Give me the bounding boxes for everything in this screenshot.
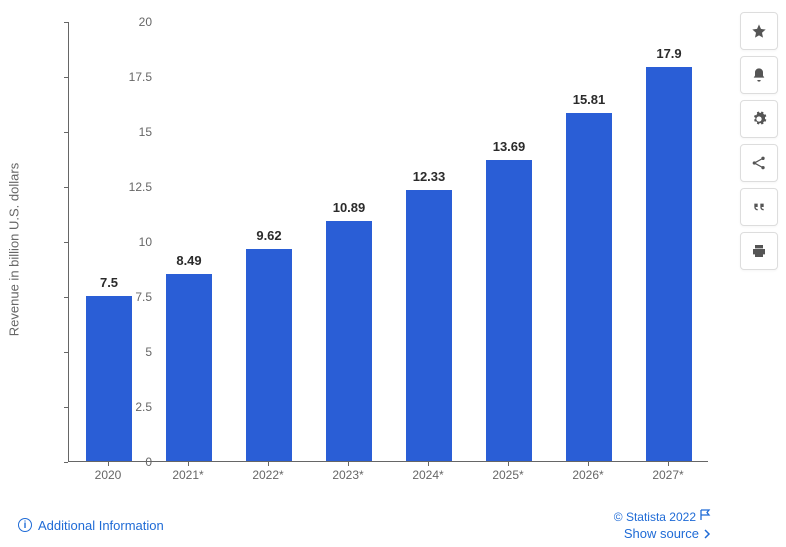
plot-region: 7.5 8.49 9.62 10.89 12.33 13.69 15.81 17.9 bbox=[68, 22, 708, 462]
bar[interactable] bbox=[166, 274, 212, 461]
bar-value-label: 10.89 bbox=[333, 200, 366, 215]
x-tick-label: 2023* bbox=[332, 468, 363, 482]
x-tick-mark bbox=[428, 462, 429, 466]
x-tick-mark bbox=[668, 462, 669, 466]
bar[interactable] bbox=[486, 160, 532, 461]
bar[interactable] bbox=[246, 249, 292, 461]
show-source-link[interactable]: Show source bbox=[624, 526, 712, 541]
favorite-button[interactable] bbox=[740, 12, 778, 50]
x-tick-mark bbox=[508, 462, 509, 466]
bar-value-label: 12.33 bbox=[413, 169, 446, 184]
bar[interactable] bbox=[86, 296, 132, 461]
action-sidebar bbox=[740, 12, 778, 270]
x-tick-label: 2021* bbox=[172, 468, 203, 482]
additional-info-label: Additional Information bbox=[38, 518, 164, 533]
cite-button[interactable] bbox=[740, 188, 778, 226]
x-tick-mark bbox=[348, 462, 349, 466]
share-button[interactable] bbox=[740, 144, 778, 182]
chart-plot-area: 7.5 8.49 9.62 10.89 12.33 13.69 15.81 17.9 bbox=[68, 22, 708, 462]
x-tick-mark bbox=[268, 462, 269, 466]
bell-icon bbox=[751, 67, 767, 83]
bar-value-label: 7.5 bbox=[100, 275, 118, 290]
y-axis-label: Revenue in billion U.S. dollars bbox=[7, 163, 22, 336]
footer-right: © Statista 2022 Show source bbox=[614, 509, 712, 541]
print-button[interactable] bbox=[740, 232, 778, 270]
share-icon bbox=[751, 155, 767, 171]
star-icon bbox=[751, 23, 767, 39]
notify-button[interactable] bbox=[740, 56, 778, 94]
print-icon bbox=[751, 243, 767, 259]
show-source-label: Show source bbox=[624, 526, 699, 541]
chart-footer: i Additional Information © Statista 2022… bbox=[0, 503, 730, 547]
bar-value-label: 13.69 bbox=[493, 139, 526, 154]
x-tick-mark bbox=[108, 462, 109, 466]
bar-value-label: 17.9 bbox=[656, 46, 681, 61]
bar[interactable] bbox=[326, 221, 372, 461]
additional-info-link[interactable]: i Additional Information bbox=[18, 518, 164, 533]
chevron-right-icon bbox=[702, 529, 712, 539]
x-tick-mark bbox=[188, 462, 189, 466]
bar-value-label: 8.49 bbox=[176, 253, 201, 268]
bar[interactable] bbox=[646, 67, 692, 461]
info-icon: i bbox=[18, 518, 32, 532]
bar[interactable] bbox=[566, 113, 612, 461]
y-tick-mark bbox=[64, 462, 68, 463]
gear-icon bbox=[751, 111, 767, 127]
x-tick-mark bbox=[588, 462, 589, 466]
copyright-text: © Statista 2022 bbox=[614, 509, 712, 524]
x-tick-label: 2026* bbox=[572, 468, 603, 482]
bar[interactable] bbox=[406, 190, 452, 461]
x-tick-label: 2020 bbox=[95, 468, 122, 482]
x-tick-label: 2027* bbox=[652, 468, 683, 482]
quote-icon bbox=[751, 199, 767, 215]
settings-button[interactable] bbox=[740, 100, 778, 138]
flag-icon bbox=[700, 509, 712, 524]
chart-container: Revenue in billion U.S. dollars 02.557.5… bbox=[0, 0, 730, 547]
x-tick-label: 2025* bbox=[492, 468, 523, 482]
x-tick-label: 2024* bbox=[412, 468, 443, 482]
bar-value-label: 9.62 bbox=[256, 228, 281, 243]
bar-value-label: 15.81 bbox=[573, 92, 606, 107]
x-tick-label: 2022* bbox=[252, 468, 283, 482]
